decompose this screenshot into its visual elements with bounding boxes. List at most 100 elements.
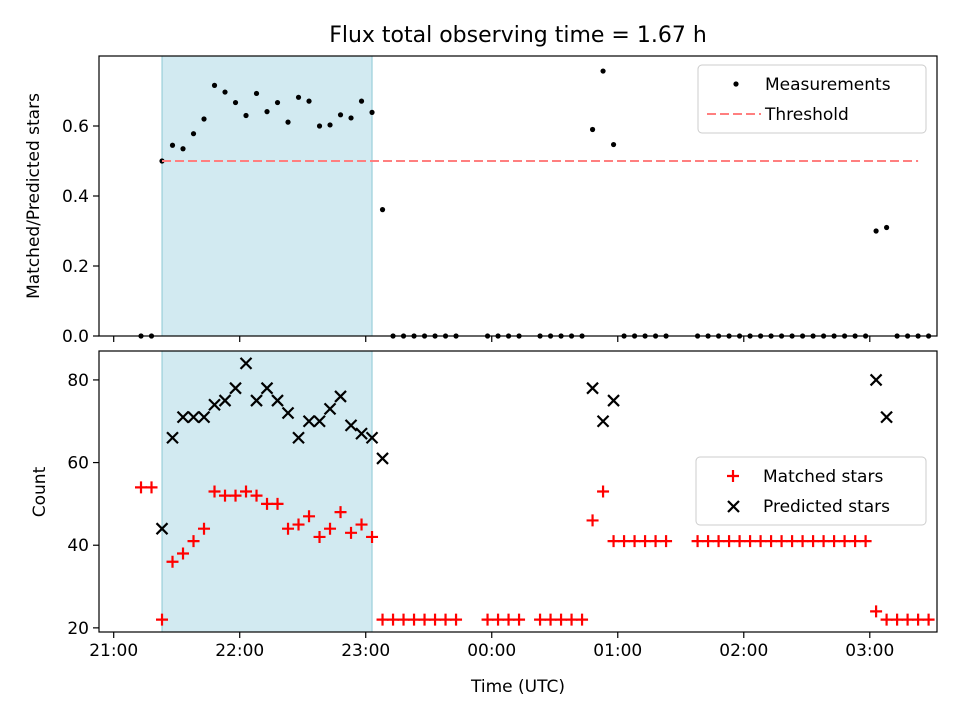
matched-star-point (219, 489, 232, 502)
matched-star-point (702, 535, 715, 548)
matched-star-point (849, 535, 862, 548)
measurement-point (201, 116, 207, 122)
measurement-point (337, 112, 344, 118)
predicted-star-point (292, 431, 305, 445)
x-tick-label: 22:00 (215, 641, 264, 661)
top-x-ticks (113, 336, 871, 342)
predicted-star-point (323, 402, 337, 416)
chart-title: Flux total observing time = 1.67 h (329, 23, 707, 48)
matched-star-point (576, 613, 589, 626)
matched-star-point (250, 489, 263, 502)
matched-star-point (324, 522, 337, 535)
legend-threshold-label: Threshold (764, 105, 849, 125)
bottom-panel: 20 40 60 80 21:00 22:00 23:00 00:00 01:00 02:00 0… (30, 350, 938, 697)
legend-predicted-marker (727, 500, 740, 513)
matched-star-point (786, 535, 799, 548)
top-legend-box (697, 64, 927, 134)
predicted-star-point (229, 381, 242, 395)
predicted-star-point (176, 410, 190, 424)
matched-star-point (765, 535, 778, 548)
matched-star-point (712, 535, 725, 548)
predicted-star-point (880, 410, 893, 424)
measurement-point (232, 99, 239, 106)
matched-star-point (418, 613, 431, 626)
measurement-point (348, 115, 354, 121)
matched-star-point (754, 535, 767, 548)
matched-star-point (481, 613, 494, 626)
top-y-tick-label: 0.2 (62, 257, 89, 277)
bottom-plot-area (135, 357, 935, 626)
x-tick-label: 01:00 (593, 641, 642, 661)
measurement-point (169, 142, 176, 148)
matched-star-point (544, 613, 557, 626)
matched-star-point (880, 613, 893, 626)
matched-star-point (649, 535, 662, 548)
matched-star-point (628, 535, 641, 548)
matched-star-point (292, 518, 305, 531)
top-panel: 0.0 0.2 0.4 0.6 Matched/Predicted stars Mea… (24, 55, 938, 347)
bottom-legend-box (695, 456, 927, 526)
matched-star-point (817, 535, 830, 548)
predicted-star-point (187, 410, 200, 424)
measurement-point (316, 123, 323, 129)
matched-star-point (166, 555, 179, 568)
legend-measurements-label: Measurements (765, 75, 891, 95)
top-legend: Measurements Threshold (697, 64, 927, 134)
top-y-tick-label: 0.4 (62, 187, 89, 207)
predicted-star-point (271, 394, 284, 407)
matched-star-point (513, 613, 526, 626)
x-tick-label: 23:00 (341, 641, 390, 661)
matched-star-point (922, 613, 935, 626)
measurement-point (873, 228, 879, 234)
predicted-star-point (208, 398, 221, 411)
measurement-point (306, 98, 312, 104)
matched-star-point (838, 535, 851, 548)
bottom-y-tick-label: 60 (67, 454, 89, 474)
matched-star-point (261, 497, 274, 510)
bottom-shade-rect (161, 350, 373, 633)
predicted-star-point (334, 390, 347, 403)
matched-star-point (807, 535, 820, 548)
matched-star-point (303, 510, 316, 523)
bottom-y-ticks: 20 40 60 80 (67, 371, 99, 639)
matched-star-point (376, 613, 389, 626)
matched-star-point (534, 613, 547, 626)
x-tick-label: 03:00 (845, 641, 894, 661)
measurement-point (243, 112, 249, 119)
matched-star-point (450, 613, 463, 626)
legend-matched-marker (727, 470, 739, 482)
predicted-star-point (281, 406, 295, 420)
top-y-axis-label: Matched/Predicted stars (24, 93, 44, 299)
matched-star-point (912, 613, 925, 626)
bottom-shaded-region (161, 350, 373, 633)
measurement-point (610, 141, 617, 148)
legend-measurements-marker (733, 81, 739, 87)
matched-star-point (429, 613, 442, 626)
matched-star-point (135, 481, 148, 494)
matched-star-point (775, 535, 788, 548)
top-y-tick-label: 0.6 (62, 117, 89, 137)
matched-star-point (744, 535, 757, 548)
measurement-point (589, 126, 596, 133)
predicted-star-point (596, 414, 610, 428)
matched-star-point (828, 535, 841, 548)
predicted-star-point (218, 394, 232, 407)
top-shade-rect (161, 55, 373, 337)
predicted-star-point (376, 452, 389, 465)
x-tick-label: 21:00 (89, 641, 138, 661)
predicted-star-point (197, 410, 211, 424)
matched-star-point (555, 613, 568, 626)
bottom-legend: Matched stars Predicted stars (695, 456, 927, 526)
predicted-star-point (355, 427, 368, 440)
matched-star-point (177, 547, 190, 560)
matched-star-point (901, 613, 914, 626)
matched-star-point (313, 530, 326, 543)
predicted-star-point (155, 522, 169, 535)
matched-star-point (208, 485, 221, 498)
top-y-tick-label: 0.0 (62, 327, 89, 347)
matched-star-point (607, 535, 620, 548)
measurement-point (600, 68, 606, 74)
matched-star-point (145, 481, 158, 494)
matched-star-point (565, 613, 578, 626)
